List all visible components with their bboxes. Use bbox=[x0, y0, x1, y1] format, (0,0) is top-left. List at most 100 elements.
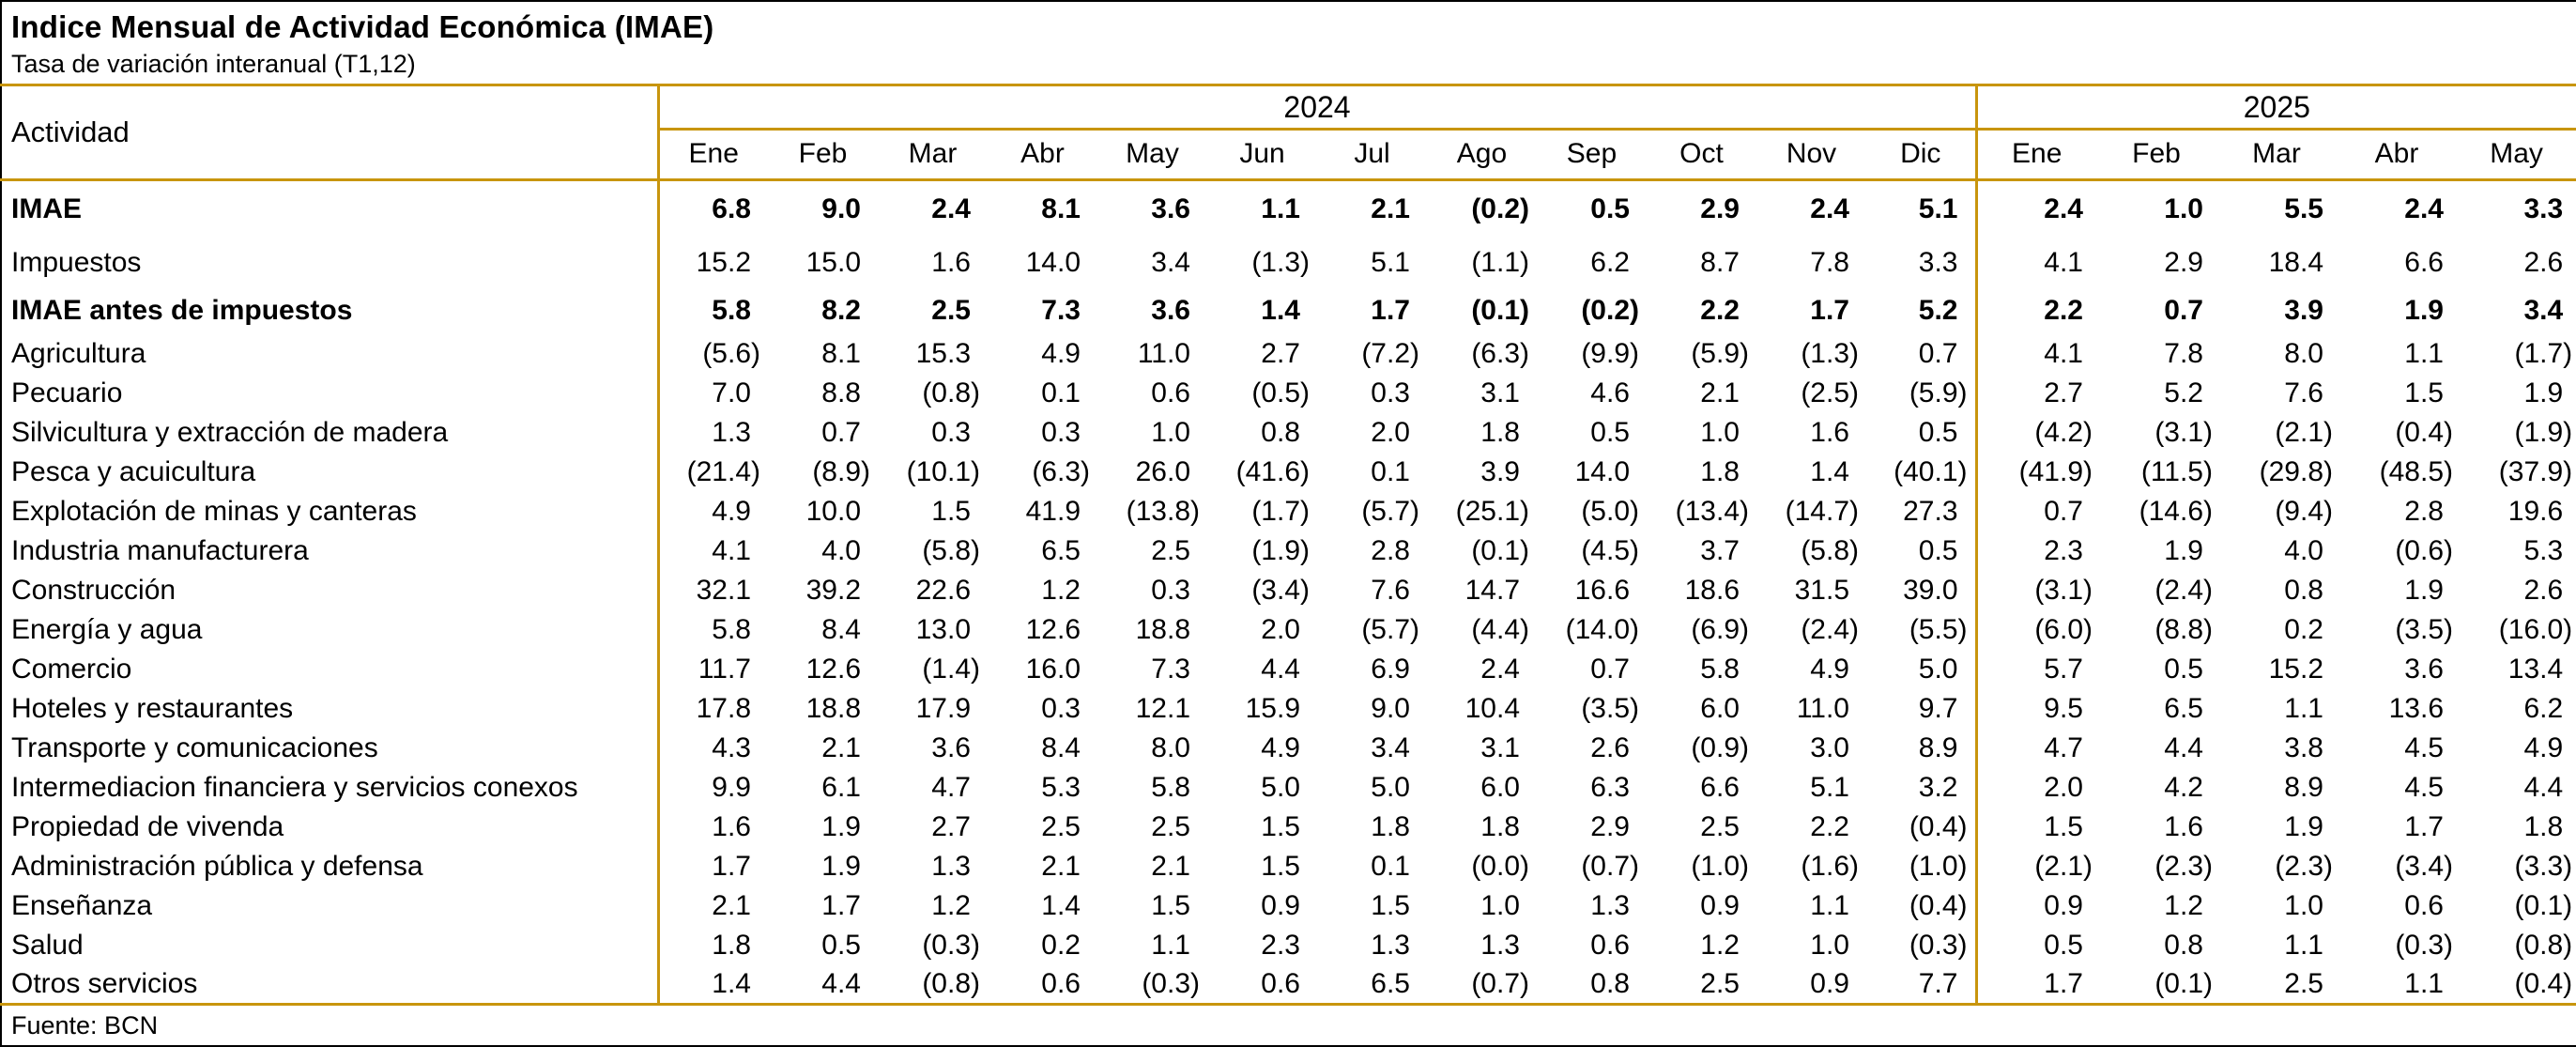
value-cell: 2.6) bbox=[2523, 247, 2564, 278]
value-cell: 0.6) bbox=[988, 964, 1097, 1006]
value-cell: (16.0) bbox=[2498, 613, 2573, 645]
value-cell: 3.7) bbox=[1700, 534, 1740, 566]
value-cell: 5.5) bbox=[2284, 193, 2323, 225]
value-cell: 0.7) bbox=[1590, 653, 1630, 685]
value-cell: (14.6) bbox=[2139, 495, 2213, 527]
activity-row: Agricultura (5.6) 8.1) 15.3) 4.9) 11.0) 2.7) (7… bbox=[1, 333, 2576, 374]
value-cell: 2.5) bbox=[1151, 810, 1190, 842]
value-cell: (5.6) bbox=[702, 337, 760, 369]
month-header-2024-sep: Sep bbox=[1537, 129, 1647, 181]
value-cell: 1.2) bbox=[1041, 574, 1081, 606]
value-cell: 4.7) bbox=[2044, 731, 2083, 763]
value-cell: (9.9) bbox=[1581, 337, 1639, 369]
activity-label: Silvicultura y extracción de madera bbox=[1, 412, 660, 453]
value-cell: 8.0) bbox=[2284, 337, 2323, 369]
value-cell: 1.9) bbox=[2164, 534, 2203, 566]
value-cell: 8.0) bbox=[1151, 731, 1190, 763]
value-cell: 1.9) bbox=[821, 850, 861, 882]
activity-row: Industria manufacturera 4.1) 4.0) (5.8) 6.5)… bbox=[1, 531, 2576, 571]
value-cell: 0.3) bbox=[1151, 574, 1190, 606]
activity-label: Explotación de minas y canteras bbox=[1, 491, 660, 531]
value-cell: (0.8) bbox=[878, 964, 988, 1006]
value-cell: 5.3) bbox=[2523, 534, 2564, 566]
value-cell: 1.8) bbox=[712, 929, 751, 961]
month-header-2024-mar: Mar bbox=[878, 129, 988, 181]
activity-row: Explotación de minas y canteras 4.9) 10.0)… bbox=[1, 491, 2576, 531]
value-cell: (5.7) bbox=[1361, 495, 1419, 527]
value-cell: (0.5) bbox=[1251, 377, 1310, 408]
month-header-2024-ene: Ene bbox=[658, 129, 768, 181]
value-cell: 0.8) bbox=[2284, 574, 2323, 606]
month-header-2024-may: May bbox=[1097, 129, 1207, 181]
value-cell: 2.4) bbox=[931, 193, 971, 225]
value-cell: 0.9) bbox=[1756, 964, 1866, 1006]
value-cell: 18.8) bbox=[805, 692, 861, 724]
value-cell: 2.7) bbox=[1261, 337, 1300, 369]
value-cell: 2.5) bbox=[1151, 534, 1190, 566]
value-cell: (6.3) bbox=[1032, 455, 1090, 487]
value-cell: 1.3) bbox=[712, 416, 751, 448]
value-cell: 1.6) bbox=[1810, 416, 1849, 448]
value-cell: 8.1) bbox=[821, 337, 861, 369]
value-cell: 1.7) bbox=[821, 889, 861, 921]
value-cell: 17.9) bbox=[915, 692, 971, 724]
value-cell: 1.0) bbox=[1480, 889, 1520, 921]
value-cell: 5.8) bbox=[1151, 771, 1190, 803]
activity-row: Comercio 11.7) 12.6) (1.4) 16.0) 7.3) 4.4) 6.9)… bbox=[1, 649, 2576, 689]
value-cell: 0.7) bbox=[821, 416, 861, 448]
value-cell: 3.3) bbox=[1866, 238, 1978, 288]
value-cell: 3.8) bbox=[2284, 731, 2323, 763]
value-cell: (1.0) bbox=[1691, 850, 1749, 882]
value-cell: 0.7) bbox=[2164, 295, 2203, 326]
value-cell: 12.6) bbox=[805, 653, 861, 685]
value-cell: (5.8) bbox=[1801, 534, 1859, 566]
value-cell: 26.0) bbox=[1135, 455, 1190, 487]
value-cell: 2.9) bbox=[1590, 810, 1630, 842]
value-cell: (2.4) bbox=[1801, 613, 1859, 645]
value-cell: 7.3) bbox=[1041, 295, 1081, 326]
value-cell: (4.5) bbox=[1581, 534, 1639, 566]
value-cell: 3.9) bbox=[2284, 295, 2323, 326]
year-header-row: Actividad 2024 2025 bbox=[1, 85, 2576, 181]
value-cell: 1.5) bbox=[931, 495, 971, 527]
value-cell: 17.8) bbox=[696, 692, 751, 724]
activity-row: Salud 1.8) 0.5) (0.3) 0.2) 1.1) 2.3) 1.3) 1.3) 0.… bbox=[1, 925, 2576, 965]
value-cell: 2.4) bbox=[2044, 193, 2083, 225]
value-cell: 3.3) bbox=[2523, 193, 2564, 225]
value-cell: 2.1) bbox=[712, 889, 751, 921]
value-cell: 1.3) bbox=[1480, 929, 1520, 961]
value-cell: 1.6) bbox=[712, 810, 751, 842]
value-cell: 16.0) bbox=[1025, 653, 1081, 685]
value-cell: 11.0) bbox=[1137, 337, 1190, 369]
value-cell: 7.8) bbox=[1810, 247, 1849, 278]
value-cell: (5.9) bbox=[1691, 337, 1749, 369]
value-cell: (11.5) bbox=[2140, 455, 2213, 487]
value-cell: (3.5) bbox=[2395, 613, 2453, 645]
value-cell: (5.8) bbox=[922, 534, 980, 566]
value-cell: 1.2) bbox=[2164, 889, 2203, 921]
value-cell: (5.7) bbox=[1361, 613, 1419, 645]
value-cell: 6.5) bbox=[1041, 534, 1081, 566]
activity-label: Otros servicios bbox=[1, 964, 660, 1006]
value-cell: 27.3) bbox=[1866, 491, 1978, 531]
value-cell: 3.1) bbox=[1480, 377, 1520, 408]
value-cell: 13.6) bbox=[2388, 692, 2444, 724]
value-cell: (2.4) bbox=[2154, 574, 2213, 606]
value-cell: 0.9) bbox=[1700, 889, 1740, 921]
value-cell: (3.5) bbox=[1581, 692, 1639, 724]
value-cell: (1.7) bbox=[1251, 495, 1310, 527]
value-cell: 6.8) bbox=[712, 193, 751, 225]
value-cell: 0.3) bbox=[931, 416, 971, 448]
value-cell: 7.7) bbox=[1866, 964, 1978, 1006]
value-cell: 2.1) bbox=[1151, 850, 1190, 882]
value-cell: 2.4) bbox=[1810, 193, 1849, 225]
value-cell: (3.4) bbox=[1251, 574, 1310, 606]
value-cell: 9.0) bbox=[1371, 692, 1410, 724]
value-cell: 6.6) bbox=[2404, 247, 2444, 278]
value-cell: 1.9) bbox=[2404, 574, 2444, 606]
value-cell: 1.5) bbox=[2044, 810, 2083, 842]
value-cell: (0.7) bbox=[1427, 964, 1537, 1006]
activity-label: Transporte y comunicaciones bbox=[1, 728, 660, 768]
value-cell: (8.9) bbox=[812, 455, 870, 487]
